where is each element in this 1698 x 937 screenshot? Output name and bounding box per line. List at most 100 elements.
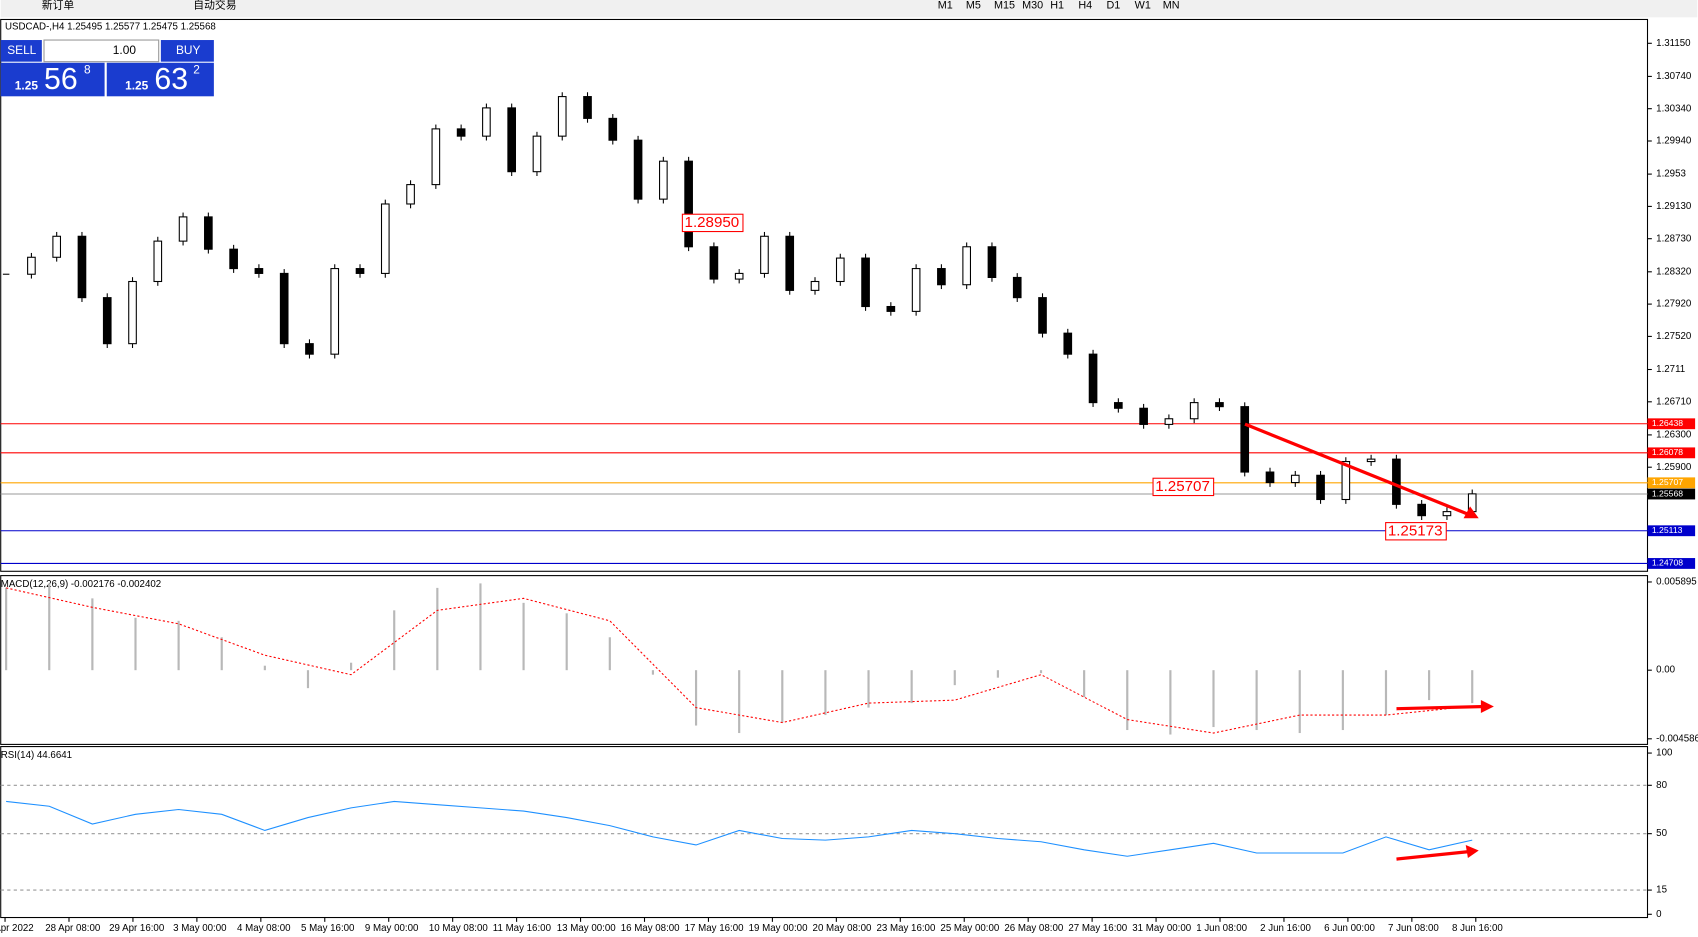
candle bbox=[760, 235, 769, 274]
lot-input[interactable] bbox=[43, 39, 160, 63]
x-tick-label: 8 Jun 16:00 bbox=[1452, 923, 1503, 934]
candle bbox=[254, 268, 264, 274]
arrow bbox=[1396, 704, 1486, 711]
candle bbox=[482, 107, 491, 137]
y-tick-label: 1.27920 bbox=[1656, 299, 1692, 310]
sell-digits: 56 bbox=[44, 63, 78, 96]
macd-bar bbox=[910, 670, 913, 704]
period-button[interactable]: MN bbox=[1163, 0, 1180, 11]
rsi-line bbox=[6, 800, 1473, 857]
price-tag-label: 1.25707 bbox=[1652, 477, 1683, 487]
macd-bar bbox=[1341, 670, 1344, 731]
candle bbox=[431, 128, 441, 186]
x-tick-label: 23 May 16:00 bbox=[876, 923, 935, 934]
period-button[interactable]: D1 bbox=[1107, 0, 1121, 11]
candle bbox=[153, 240, 163, 283]
y-tick-label: 1.28320 bbox=[1656, 266, 1692, 277]
x-tick-label: 10 May 08:00 bbox=[429, 923, 488, 934]
x-tick-label: 19 May 00:00 bbox=[749, 923, 808, 934]
period-button[interactable]: H4 bbox=[1078, 0, 1092, 11]
candle bbox=[1265, 471, 1275, 484]
y-tick-label: 1.28730 bbox=[1656, 233, 1692, 244]
macd-bar bbox=[134, 617, 137, 671]
main-frame bbox=[0, 18, 1649, 572]
buy-button[interactable] bbox=[160, 40, 214, 62]
candle bbox=[305, 343, 314, 355]
macd-bar bbox=[220, 637, 223, 671]
y-tick-label: 0.00 bbox=[1656, 665, 1676, 676]
arrow bbox=[1396, 849, 1471, 861]
arrow-head bbox=[1463, 506, 1479, 519]
buy-digits: 63 bbox=[154, 63, 188, 96]
y-tick-label: 1.26710 bbox=[1656, 396, 1692, 407]
period-button[interactable]: M30 bbox=[1022, 0, 1043, 11]
price-tag bbox=[1647, 477, 1696, 489]
price-tag bbox=[1647, 558, 1696, 569]
macd-bar bbox=[350, 662, 353, 671]
candle bbox=[987, 246, 997, 278]
candle bbox=[1316, 474, 1325, 501]
macd-bar bbox=[1298, 670, 1301, 734]
period-button[interactable]: M15 bbox=[994, 0, 1015, 11]
toolbar bbox=[0, 0, 1698, 18]
macd-bar bbox=[5, 587, 8, 671]
macd-bar bbox=[651, 670, 655, 675]
auto-trade[interactable]: 自动交易 bbox=[193, 0, 236, 11]
price-tag bbox=[1647, 447, 1696, 459]
macd-bar bbox=[1428, 670, 1431, 701]
macd-bar bbox=[867, 670, 870, 708]
macd-bar bbox=[1384, 670, 1388, 716]
price-tag-label: 1.24708 bbox=[1652, 558, 1683, 568]
period-button[interactable]: H1 bbox=[1050, 0, 1064, 11]
macd-bar bbox=[1471, 670, 1474, 704]
y-tick-label: 15 bbox=[1656, 885, 1667, 896]
sell-label[interactable]: SELL bbox=[7, 43, 36, 57]
x-tick-label: 7 Jun 08:00 bbox=[1388, 923, 1439, 934]
period-button[interactable]: M5 bbox=[966, 0, 981, 11]
arrow-head bbox=[1465, 845, 1479, 859]
macd-bar bbox=[953, 670, 956, 686]
macd-bar bbox=[694, 670, 698, 726]
candle bbox=[1215, 402, 1224, 408]
macd-frame bbox=[0, 575, 1649, 745]
candle bbox=[1392, 458, 1401, 505]
period-button[interactable]: M1 bbox=[938, 0, 953, 11]
x-tick-label: 25 May 00:00 bbox=[940, 923, 999, 934]
x-tick-label: 31 May 00:00 bbox=[1132, 923, 1191, 934]
macd-bar bbox=[522, 602, 525, 671]
price-tag bbox=[1647, 525, 1696, 537]
macd-bar bbox=[1126, 670, 1129, 731]
new-order[interactable]: 新订单 bbox=[42, 0, 75, 11]
y-tick-label: 1.29940 bbox=[1656, 136, 1692, 147]
x-tick-label: 17 May 16:00 bbox=[685, 923, 744, 934]
sell-price[interactable] bbox=[0, 62, 105, 97]
candle bbox=[27, 256, 36, 275]
buy-label[interactable]: BUY bbox=[176, 43, 201, 57]
candle bbox=[52, 235, 62, 258]
candle bbox=[861, 257, 870, 308]
macd-bar bbox=[565, 613, 568, 671]
candle bbox=[1088, 353, 1098, 404]
candle bbox=[1164, 418, 1174, 425]
annotation: 1.28950 bbox=[685, 214, 740, 231]
candle bbox=[886, 305, 896, 312]
sell-button[interactable] bbox=[0, 40, 42, 62]
x-tick-label: 16 May 08:00 bbox=[621, 923, 680, 934]
buy-price[interactable] bbox=[106, 62, 214, 97]
macd-bar bbox=[824, 670, 827, 716]
y-tick-label: 0.005895 bbox=[1656, 577, 1697, 588]
x-tick-label: 4 May 08:00 bbox=[237, 923, 291, 934]
candle bbox=[1417, 503, 1426, 517]
y-tick-label: 1.30340 bbox=[1656, 103, 1692, 114]
period-button[interactable]: W1 bbox=[1135, 0, 1151, 11]
annotation-box bbox=[1385, 522, 1447, 541]
price-tag-label: 1.26078 bbox=[1652, 447, 1683, 457]
macd-bar bbox=[608, 637, 611, 671]
x-tick-label: 27 Apr 2022 bbox=[0, 923, 34, 934]
candle bbox=[608, 117, 618, 141]
candle bbox=[709, 246, 719, 280]
x-tick-label: 3 May 00:00 bbox=[173, 923, 227, 934]
macd-bar bbox=[738, 670, 741, 734]
